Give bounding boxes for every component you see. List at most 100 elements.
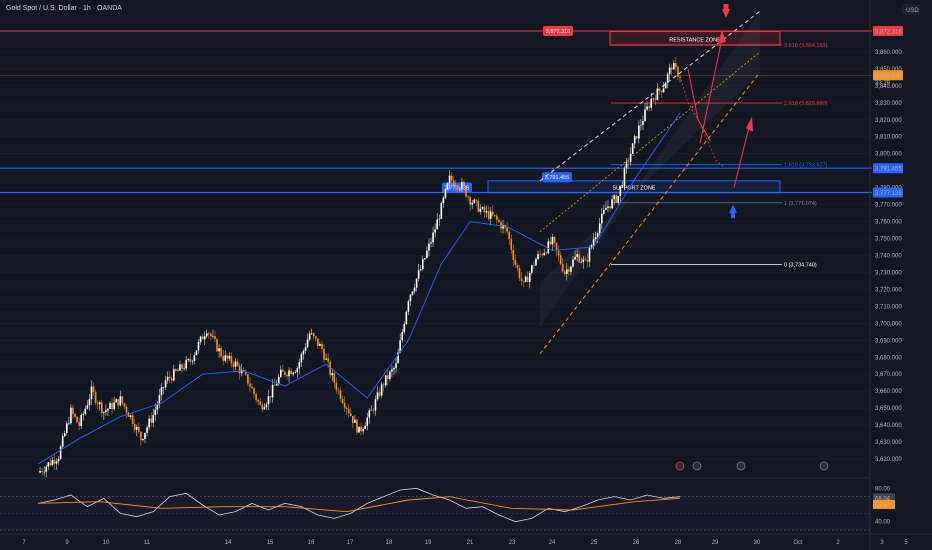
candle-body bbox=[271, 385, 274, 398]
rsi-ma-line bbox=[37, 496, 681, 513]
candle-body bbox=[366, 417, 369, 426]
candle-body bbox=[282, 369, 284, 372]
candle-body bbox=[382, 384, 385, 386]
x-tick-label: 28 bbox=[675, 540, 682, 546]
flag-icon bbox=[736, 461, 746, 471]
candle-body bbox=[131, 415, 134, 425]
candle-body bbox=[438, 218, 441, 220]
candle-body bbox=[107, 408, 109, 411]
candle-body bbox=[123, 403, 126, 407]
candle-body bbox=[240, 369, 243, 374]
candle-body bbox=[652, 98, 655, 100]
candle-body bbox=[296, 368, 299, 373]
candle-body bbox=[273, 385, 276, 386]
event-icon bbox=[675, 461, 685, 471]
fib-label: 0 (3,734.740) bbox=[784, 262, 817, 268]
y-tick-label: 3,740.000 bbox=[875, 253, 902, 259]
candle-body bbox=[399, 340, 401, 353]
candle-body bbox=[207, 333, 210, 334]
candle-body bbox=[111, 403, 113, 410]
candle-body bbox=[210, 333, 212, 337]
candle-body bbox=[230, 355, 233, 364]
candle-body bbox=[475, 199, 478, 201]
candle-body bbox=[323, 348, 325, 360]
candle-body bbox=[407, 301, 410, 312]
currency-badge[interactable] bbox=[902, 4, 920, 15]
candle-body bbox=[358, 426, 360, 433]
y-tick-label: 3,750.000 bbox=[875, 237, 902, 243]
candle-body bbox=[537, 254, 539, 259]
rsi-tick-label: 40.00 bbox=[875, 520, 891, 526]
candle-body bbox=[524, 276, 527, 282]
candle-body bbox=[294, 372, 297, 373]
candle-body bbox=[401, 332, 404, 341]
candle-body bbox=[615, 195, 618, 203]
candle-body bbox=[477, 200, 480, 212]
candle-body bbox=[512, 249, 515, 260]
candle-body bbox=[259, 401, 262, 405]
candle-body bbox=[563, 271, 566, 274]
countdown-label: 33:29 bbox=[875, 80, 891, 86]
x-tick-label: 25 bbox=[591, 540, 598, 546]
price-tag-support-upper-text: 3,791.455 bbox=[875, 167, 902, 173]
price-axis[interactable]: 3,620.000 3,630.000 3,640.000 3,650.000 3,66… bbox=[869, 0, 903, 550]
x-tick-label: 3 bbox=[880, 540, 884, 546]
candle-body bbox=[292, 372, 294, 375]
candle-body bbox=[598, 223, 601, 234]
candle-body bbox=[59, 446, 62, 459]
candle-body bbox=[496, 215, 498, 220]
candle-body bbox=[312, 333, 315, 337]
candle-body bbox=[543, 252, 545, 256]
candle-body bbox=[479, 208, 482, 212]
candle-body bbox=[356, 419, 358, 433]
candle-body bbox=[345, 407, 348, 410]
candle-body bbox=[201, 336, 204, 340]
candle-body bbox=[582, 259, 585, 263]
candle-body bbox=[57, 458, 60, 462]
candle-body bbox=[393, 367, 395, 370]
candle-body bbox=[298, 362, 301, 369]
candle-body bbox=[619, 186, 622, 197]
candle-body bbox=[559, 255, 562, 264]
candle-body bbox=[333, 373, 336, 383]
candle-body bbox=[222, 356, 224, 361]
candle-body bbox=[613, 195, 615, 200]
y-tick-label: 3,840.000 bbox=[875, 84, 902, 90]
resistance-zone-label: RESISTANCE ZONE bbox=[669, 38, 721, 44]
candle-body bbox=[405, 311, 408, 325]
candle-body bbox=[662, 88, 665, 93]
candle-body bbox=[306, 339, 309, 348]
candle-body bbox=[47, 462, 50, 467]
candle-body bbox=[514, 259, 517, 265]
candle-body bbox=[179, 364, 181, 371]
y-tick-label: 3,630.000 bbox=[875, 440, 902, 446]
x-tick-label: 23 bbox=[509, 540, 516, 546]
candle-body bbox=[510, 239, 513, 250]
candle-body bbox=[553, 236, 556, 243]
x-tick-label: 19 bbox=[425, 540, 432, 546]
candle-body bbox=[421, 259, 424, 270]
candle-body bbox=[500, 221, 502, 229]
price-tag-support-upper bbox=[873, 163, 903, 174]
candle-body bbox=[339, 390, 342, 400]
candle-body bbox=[175, 369, 177, 371]
candle-body bbox=[45, 466, 48, 472]
candle-body bbox=[300, 354, 303, 363]
y-tick-label: 3,660.000 bbox=[875, 389, 902, 395]
candle-body bbox=[444, 189, 447, 198]
channel-lower bbox=[539, 71, 761, 355]
candle-body bbox=[463, 181, 465, 187]
time-axis[interactable]: 7 9 10 11 14 15 16 17 18 19 21 23 24 25 26 28 29 30 Oct 2 3 5… bbox=[0, 533, 932, 546]
candle-body bbox=[596, 233, 599, 238]
candle-body bbox=[121, 396, 124, 404]
candle-body bbox=[389, 371, 391, 379]
candle-body bbox=[109, 403, 111, 409]
candle-body bbox=[74, 413, 76, 417]
candle-body bbox=[288, 370, 290, 377]
candle-body bbox=[380, 384, 383, 396]
flag-icon bbox=[819, 461, 829, 471]
overlays bbox=[37, 4, 829, 471]
support-zone-label: SUPPORT ZONE bbox=[612, 185, 656, 191]
candle-body bbox=[670, 67, 673, 70]
